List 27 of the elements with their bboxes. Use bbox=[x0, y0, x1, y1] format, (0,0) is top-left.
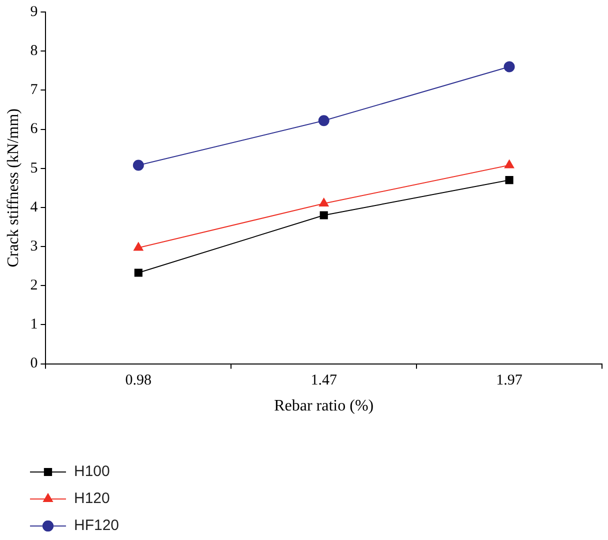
y-axis-title: Crack stiffness (kN/mm) bbox=[4, 108, 22, 268]
point bbox=[318, 115, 330, 126]
x-axis-title: Rebar ratio (%) bbox=[274, 398, 374, 415]
y-tick-label: 2 bbox=[30, 278, 38, 294]
legend-label: H100 bbox=[74, 463, 110, 480]
point bbox=[319, 198, 329, 207]
y-tick-label: 3 bbox=[30, 238, 38, 254]
point bbox=[504, 61, 515, 72]
y-tick-label: 1 bbox=[30, 316, 38, 333]
y-tick-label: 4 bbox=[30, 199, 38, 216]
y-tick-label: 8 bbox=[30, 43, 38, 60]
y-tick-label: 9 bbox=[30, 4, 38, 20]
x-tick-label: 1.97 bbox=[496, 372, 523, 389]
y-tick-label: 0 bbox=[30, 356, 38, 372]
y-tick-label: 6 bbox=[30, 121, 38, 138]
x-tick-label: 1.47 bbox=[310, 372, 338, 389]
point bbox=[320, 211, 328, 220]
legend-label: H120 bbox=[74, 490, 110, 508]
point bbox=[132, 160, 144, 171]
legend-label: HF120 bbox=[74, 517, 120, 534]
y-tick-label: 7 bbox=[30, 82, 38, 98]
point bbox=[504, 160, 514, 168]
point bbox=[134, 242, 144, 251]
point bbox=[134, 268, 142, 277]
y-tick-label: 5 bbox=[30, 160, 38, 176]
x-tick-label: 0.98 bbox=[125, 372, 152, 389]
point bbox=[505, 176, 514, 184]
